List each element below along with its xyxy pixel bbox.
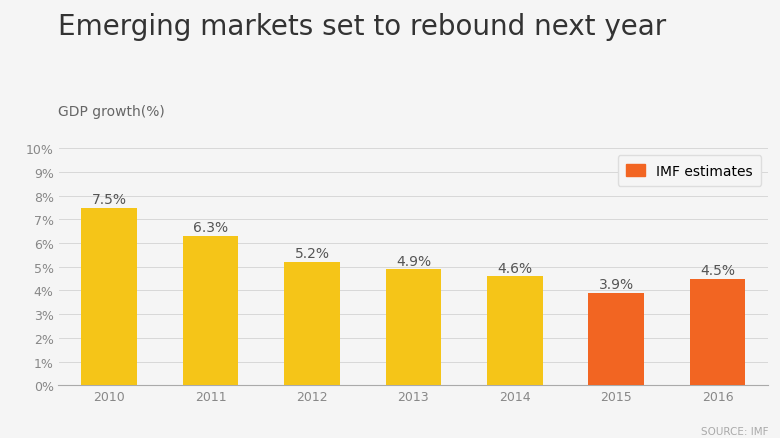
Legend: IMF estimates: IMF estimates	[618, 156, 761, 187]
Text: SOURCE: IMF: SOURCE: IMF	[700, 426, 768, 436]
Bar	[284, 262, 340, 385]
Bar	[385, 269, 441, 385]
Text: 3.9%: 3.9%	[598, 278, 634, 292]
Bar	[183, 237, 239, 385]
Bar	[81, 208, 137, 385]
Bar	[690, 279, 746, 385]
Text: 4.6%: 4.6%	[497, 261, 533, 275]
Text: 7.5%: 7.5%	[92, 192, 126, 206]
Text: 5.2%: 5.2%	[295, 247, 329, 261]
Text: 6.3%: 6.3%	[193, 221, 229, 235]
Text: GDP growth(%): GDP growth(%)	[58, 105, 165, 119]
Bar	[487, 277, 543, 385]
Bar	[588, 293, 644, 385]
Text: 4.5%: 4.5%	[700, 263, 735, 277]
Text: Emerging markets set to rebound next year: Emerging markets set to rebound next yea…	[58, 13, 667, 41]
Text: 4.9%: 4.9%	[395, 254, 431, 268]
